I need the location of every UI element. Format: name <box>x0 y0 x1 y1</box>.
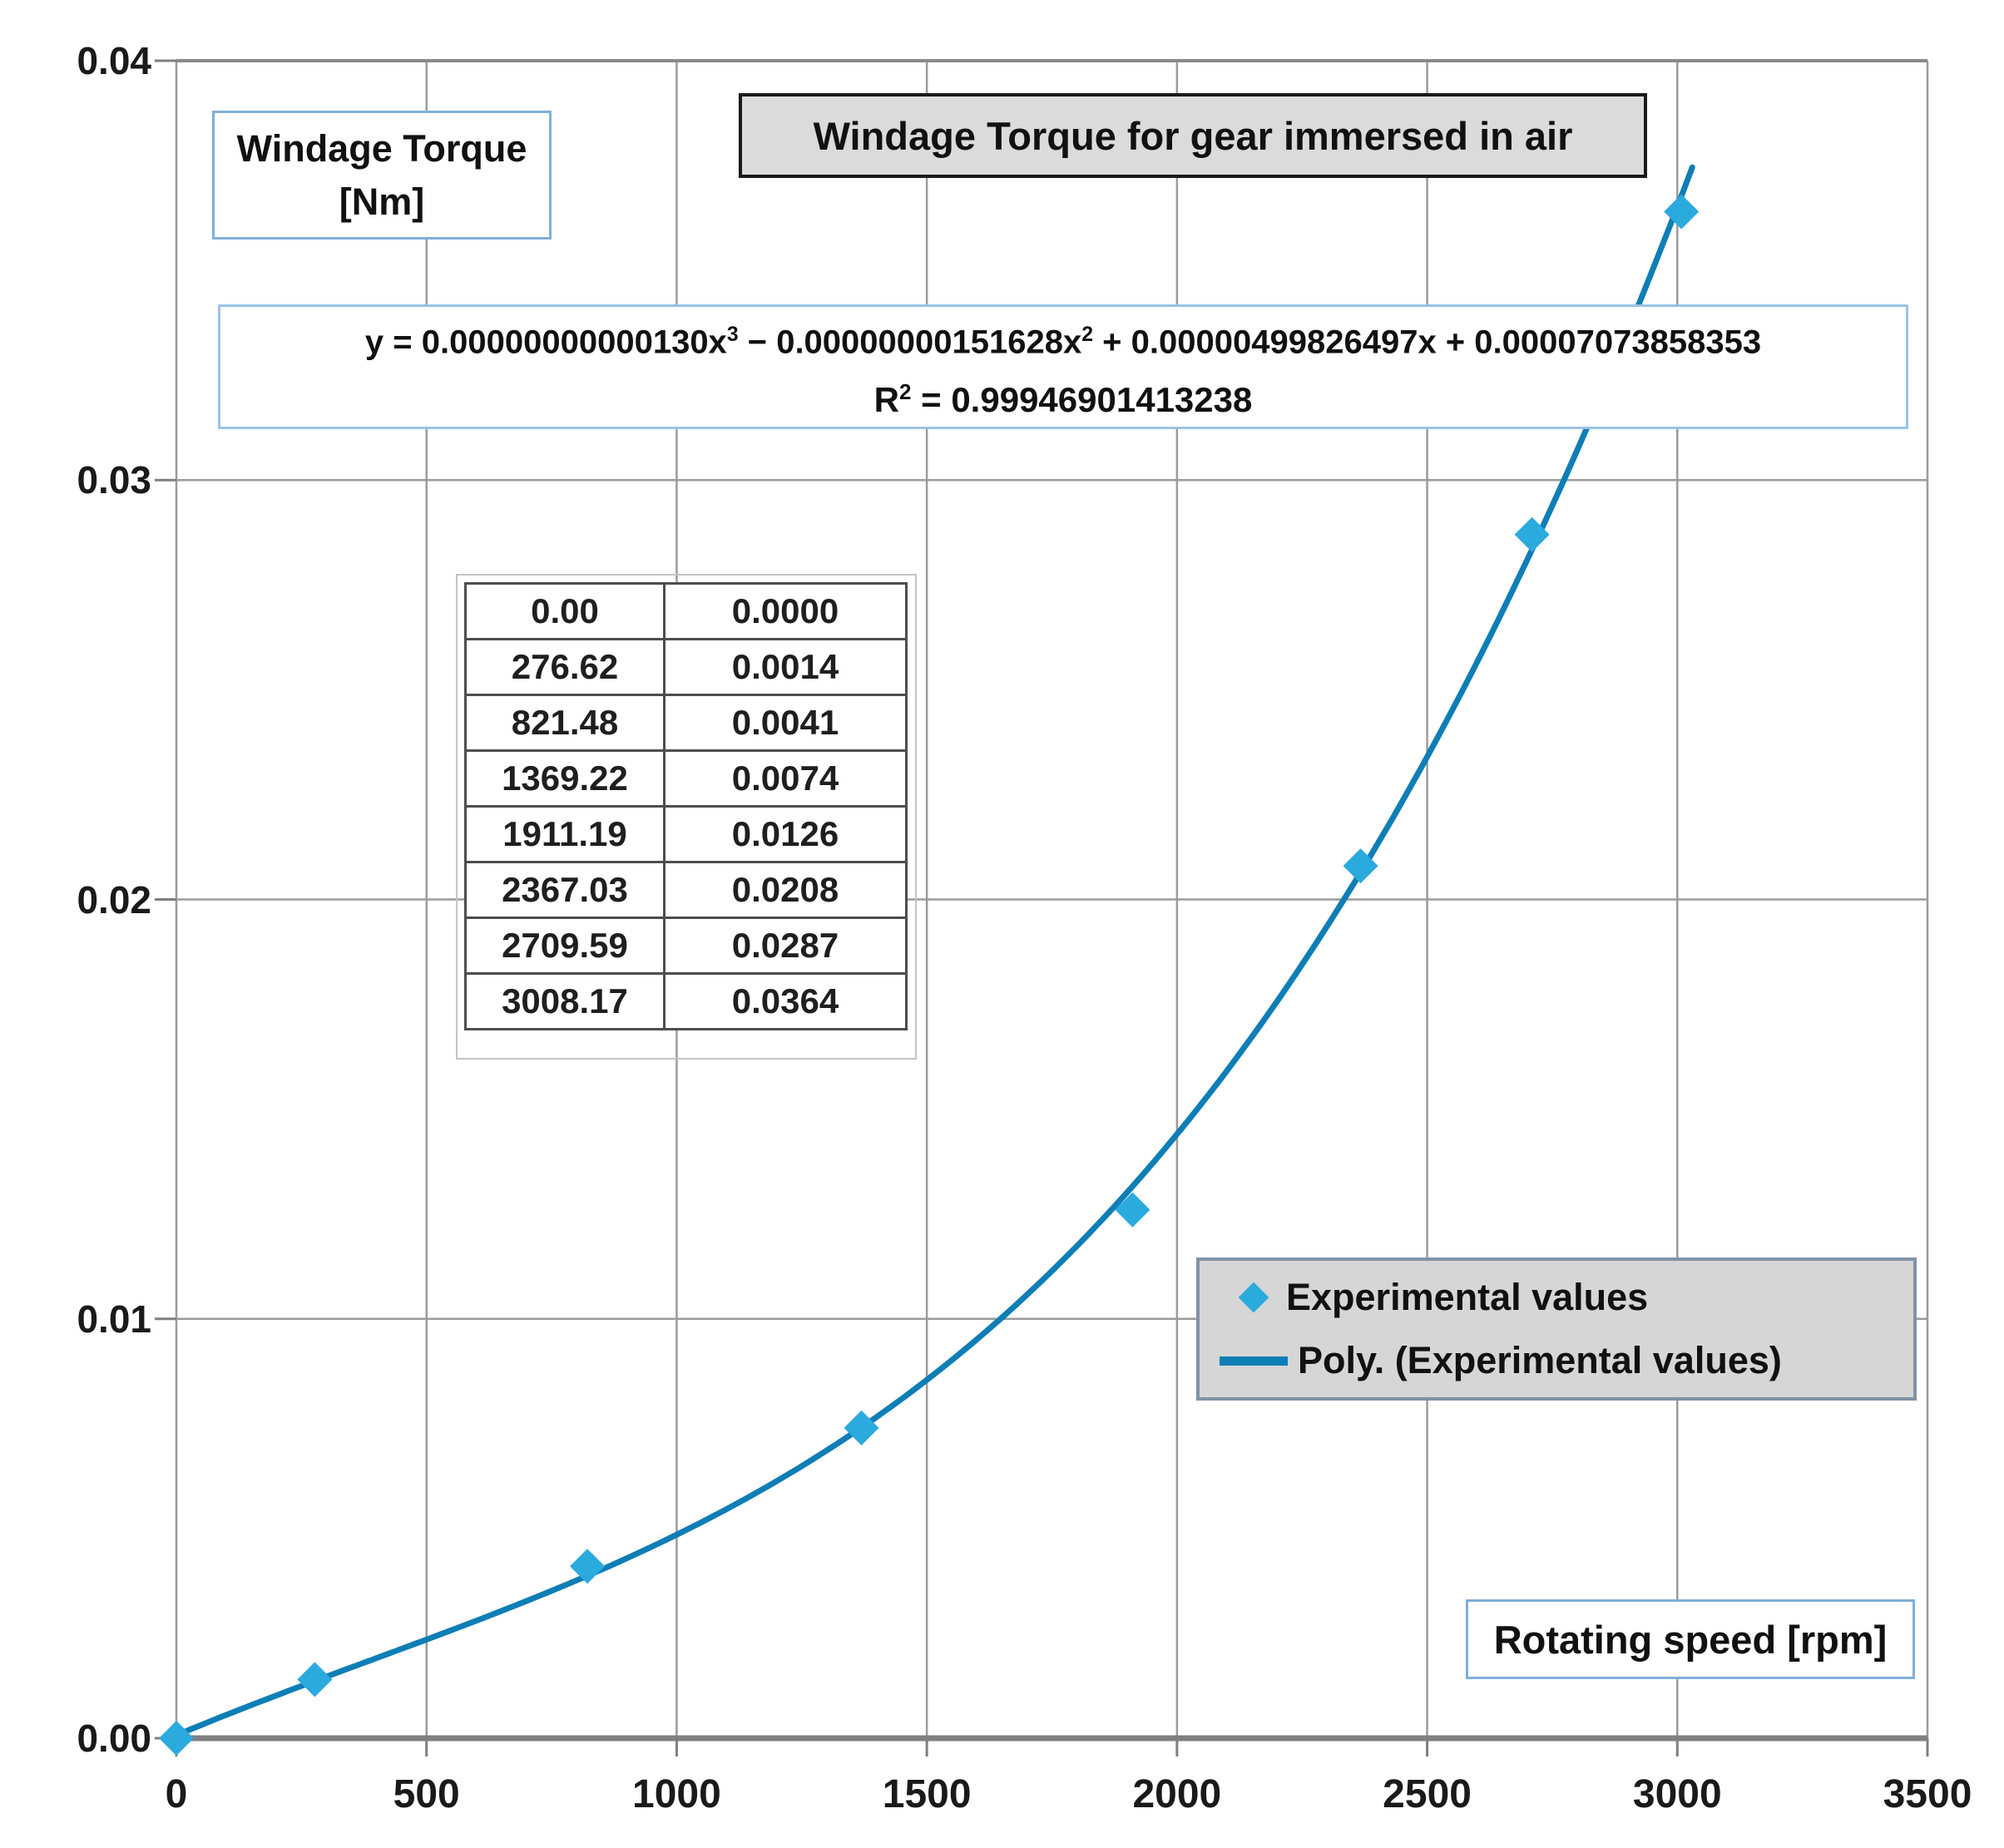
diamond-marker-icon <box>1238 1282 1269 1313</box>
y-tick-label: 0.01 <box>77 1297 151 1341</box>
table-cell-rpm: 1369.22 <box>464 749 666 808</box>
y-tick-label: 0.02 <box>77 877 151 922</box>
y-tick-label: 0.00 <box>77 1717 151 1760</box>
table-cell-torque: 0.0014 <box>663 638 908 696</box>
x-tick-label: 2500 <box>1383 1772 1472 1816</box>
table-row: 1369.22 0.0074 <box>464 749 908 808</box>
trendline-swatch-icon <box>1220 1356 1288 1366</box>
trendline-path <box>173 164 1695 1738</box>
table-cell-rpm: 2709.59 <box>464 917 666 975</box>
y-axis-title-line1: Windage Torque <box>236 126 527 170</box>
chart-title: Windage Torque for gear immersed in air <box>813 113 1573 158</box>
table-row: 0.00 0.0000 <box>464 582 908 640</box>
table-cell-rpm: 821.48 <box>464 694 666 752</box>
table-cell-torque: 0.0287 <box>663 917 908 975</box>
legend-item-experimental: Experimental values <box>1200 1272 1913 1323</box>
x-tick-label: 1000 <box>632 1772 721 1816</box>
table-row: 3008.17 0.0364 <box>464 972 908 1030</box>
table-row: 1911.19 0.0126 <box>464 805 908 863</box>
x-axis-title-box: Rotating speed [rpm] <box>1466 1599 1915 1679</box>
data-point-marker <box>1664 194 1700 230</box>
r-squared-value: R2 = 0.99946901413238 <box>873 379 1253 420</box>
table-row: 2367.03 0.0208 <box>464 861 908 919</box>
table-selection-outline <box>456 574 917 1060</box>
legend-label-experimental: Experimental values <box>1286 1276 1649 1318</box>
table-cell-torque: 0.0074 <box>663 749 908 808</box>
table-cell-torque: 0.0041 <box>663 694 908 752</box>
x-tick-label: 0 <box>165 1772 188 1816</box>
y-tick-label: 0.04 <box>77 39 151 82</box>
chart-title-box: Windage Torque for gear immersed in air <box>739 93 1647 178</box>
legend-item-poly: Poly. (Experimental values) <box>1200 1335 1913 1386</box>
y-axis-title-line2: [Nm] <box>339 180 425 223</box>
table-cell-rpm: 276.62 <box>464 638 666 696</box>
table-row: 821.48 0.0041 <box>464 694 908 752</box>
x-tick-label: 500 <box>393 1772 460 1816</box>
trendline-equation: y = 0.00000000000130x3 − 0.0000000015162… <box>364 323 1762 361</box>
table-cell-rpm: 1911.19 <box>464 805 666 863</box>
data-point-table: 0.00 0.0000 276.62 0.0014 821.48 0.0041 1369.2… <box>464 582 908 1030</box>
data-point-marker <box>1514 516 1550 552</box>
x-tick-label: 3500 <box>1883 1772 1972 1816</box>
data-point-marker <box>844 1410 879 1445</box>
legend-label-poly: Poly. (Experimental values) <box>1298 1339 1782 1381</box>
table-cell-torque: 0.0126 <box>663 805 908 863</box>
table-cell-rpm: 3008.17 <box>464 972 666 1030</box>
trendline-equation-box: y = 0.00000000000130x3 − 0.0000000015162… <box>218 304 1908 429</box>
table-cell-rpm: 0.00 <box>464 582 666 640</box>
y-tick-label: 0.03 <box>77 458 151 502</box>
table-cell-torque: 0.0208 <box>663 861 908 919</box>
y-axis-title-box: Windage Torque [Nm] <box>212 111 552 240</box>
x-tick-label: 1500 <box>882 1772 972 1816</box>
x-axis-title: Rotating speed [rpm] <box>1493 1617 1888 1662</box>
table-cell-torque: 0.0364 <box>663 972 908 1030</box>
data-point-marker <box>570 1549 606 1584</box>
x-tick-label: 3000 <box>1632 1772 1722 1816</box>
data-point-marker <box>1115 1192 1150 1228</box>
data-point-marker <box>1343 848 1378 884</box>
table-row: 276.62 0.0014 <box>464 638 908 696</box>
x-tick-label: 2000 <box>1132 1772 1222 1816</box>
data-point-marker <box>159 1721 194 1756</box>
table-cell-torque: 0.0000 <box>663 582 908 640</box>
data-point-marker <box>297 1662 333 1697</box>
table-cell-rpm: 2367.03 <box>464 861 666 919</box>
legend: Experimental values Poly. (Experimental … <box>1196 1258 1917 1401</box>
table-row: 2709.59 0.0287 <box>464 917 908 975</box>
